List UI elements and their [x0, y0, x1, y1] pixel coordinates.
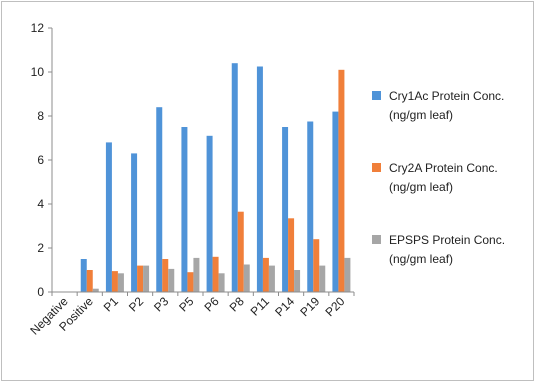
bar-2-p1 [111, 271, 118, 292]
y-tick-label: 6 [37, 153, 44, 167]
bar-1-positive [80, 259, 87, 292]
x-tick-label: P5 [176, 294, 197, 315]
legend-swatch [372, 163, 381, 172]
bar-3-p8 [243, 264, 250, 292]
legend-label: EPSPS Protein Conc. [389, 233, 505, 247]
bar-3-p20 [344, 257, 351, 292]
bar-1-p5 [181, 127, 188, 292]
bar-3-p1 [117, 273, 124, 292]
bar-1-p8 [231, 63, 238, 293]
x-tick-label: P2 [126, 294, 147, 315]
legend-label: Cry1Ac Protein Conc. [389, 89, 504, 103]
x-tick-label: P20 [323, 294, 348, 319]
bar-2-p14 [288, 218, 295, 292]
x-tick-label: P14 [272, 294, 297, 319]
bar-2-p6 [212, 256, 219, 292]
x-tick-label: P1 [101, 294, 122, 315]
bar-2-p5 [187, 272, 194, 292]
y-tick-label: 0 [37, 285, 44, 299]
bar-2-p11 [262, 257, 269, 292]
bar-3-p3 [168, 268, 175, 292]
y-tick-label: 4 [37, 197, 44, 211]
x-tick-label: P3 [151, 294, 172, 315]
legend-label: Cry2A Protein Conc. [389, 161, 498, 175]
legend-label: (ng/gm leaf) [389, 108, 453, 122]
bar-1-p19 [307, 121, 314, 292]
bar-1-p11 [256, 66, 263, 292]
x-tick-label: P6 [201, 294, 222, 315]
bar-3-p5 [193, 257, 200, 292]
x-tick-label: P8 [227, 294, 248, 315]
x-tick-label: P11 [248, 294, 273, 319]
y-tick-label: 2 [37, 241, 44, 255]
legend-swatch [372, 235, 381, 244]
legend-label: (ng/gm leaf) [389, 180, 453, 194]
bar-1-p3 [156, 107, 163, 292]
y-axis: 0 2 4 6 8 10 12 [31, 21, 53, 299]
bar-3-positive [92, 288, 99, 292]
bar-2-p2 [137, 265, 144, 292]
bar-1-p6 [206, 135, 213, 292]
bar-1-p14 [282, 127, 289, 292]
bar-3-p11 [268, 265, 275, 292]
legend: Cry1Ac Protein Conc. (ng/gm leaf) Cry2A Pr… [372, 89, 505, 266]
y-tick-label: 8 [37, 109, 44, 123]
x-tick-label: P19 [297, 294, 322, 319]
bar-3-p14 [294, 270, 301, 292]
legend-label: (ng/gm leaf) [389, 252, 453, 266]
bar-1-p2 [131, 153, 138, 292]
legend-swatch [372, 91, 381, 100]
bar-2-p20 [338, 69, 345, 292]
bars [80, 63, 351, 293]
bar-3-p2 [143, 265, 150, 292]
y-tick-label: 10 [31, 65, 45, 79]
bar-2-p8 [237, 211, 244, 292]
bar-2-positive [86, 270, 93, 292]
bar-1-p1 [105, 142, 112, 292]
bar-1-p20 [332, 111, 339, 292]
bar-2-p3 [162, 259, 169, 292]
bar-3-p6 [218, 273, 225, 292]
y-tick-label: 12 [31, 21, 45, 35]
bar-3-p19 [319, 265, 326, 292]
bar-2-p19 [313, 239, 320, 292]
